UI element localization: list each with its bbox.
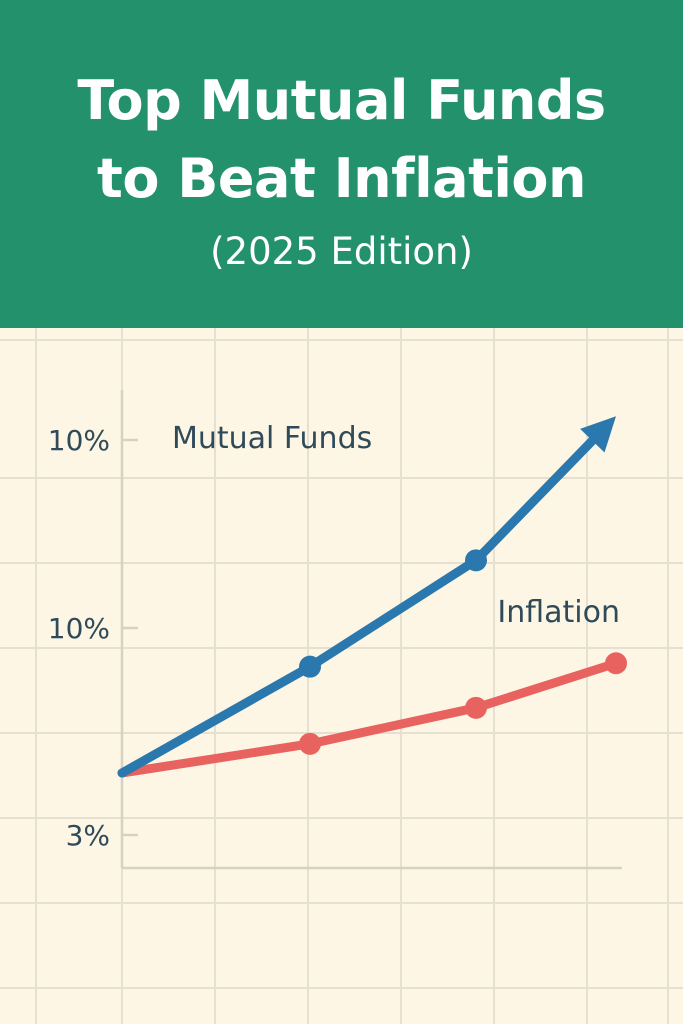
y-tick-label-1: 10%	[48, 612, 110, 645]
mutual-funds-arrowhead	[580, 416, 616, 453]
series-1-point-3	[605, 652, 627, 675]
series-1-point-1	[299, 732, 321, 755]
y-tick-labels: 10% 10% 3%	[48, 424, 138, 852]
series-labels: Mutual Funds Inflation	[172, 421, 620, 630]
series-0-point-2	[465, 549, 487, 572]
chart-series	[117, 416, 627, 778]
title-line-1: Top Mutual Funds	[77, 69, 606, 132]
series-label-1: Inflation	[497, 595, 620, 630]
series-line-1	[117, 658, 621, 778]
title-line-2: to Beat Inflation	[97, 147, 586, 210]
series-1-point-2	[465, 696, 487, 719]
subtitle: (2025 Edition)	[210, 230, 473, 273]
y-tick-label-0: 10%	[48, 424, 110, 457]
series-line-0	[117, 427, 606, 778]
y-tick-label-2: 3%	[66, 819, 110, 852]
series-label-0: Mutual Funds	[172, 421, 372, 456]
series-0-point-1	[299, 655, 321, 678]
line-chart: 10% 10% 3% Mutual Funds Inflation	[0, 328, 683, 1024]
title-banner: Top Mutual Funds to Beat Inflation (2025…	[0, 0, 683, 328]
